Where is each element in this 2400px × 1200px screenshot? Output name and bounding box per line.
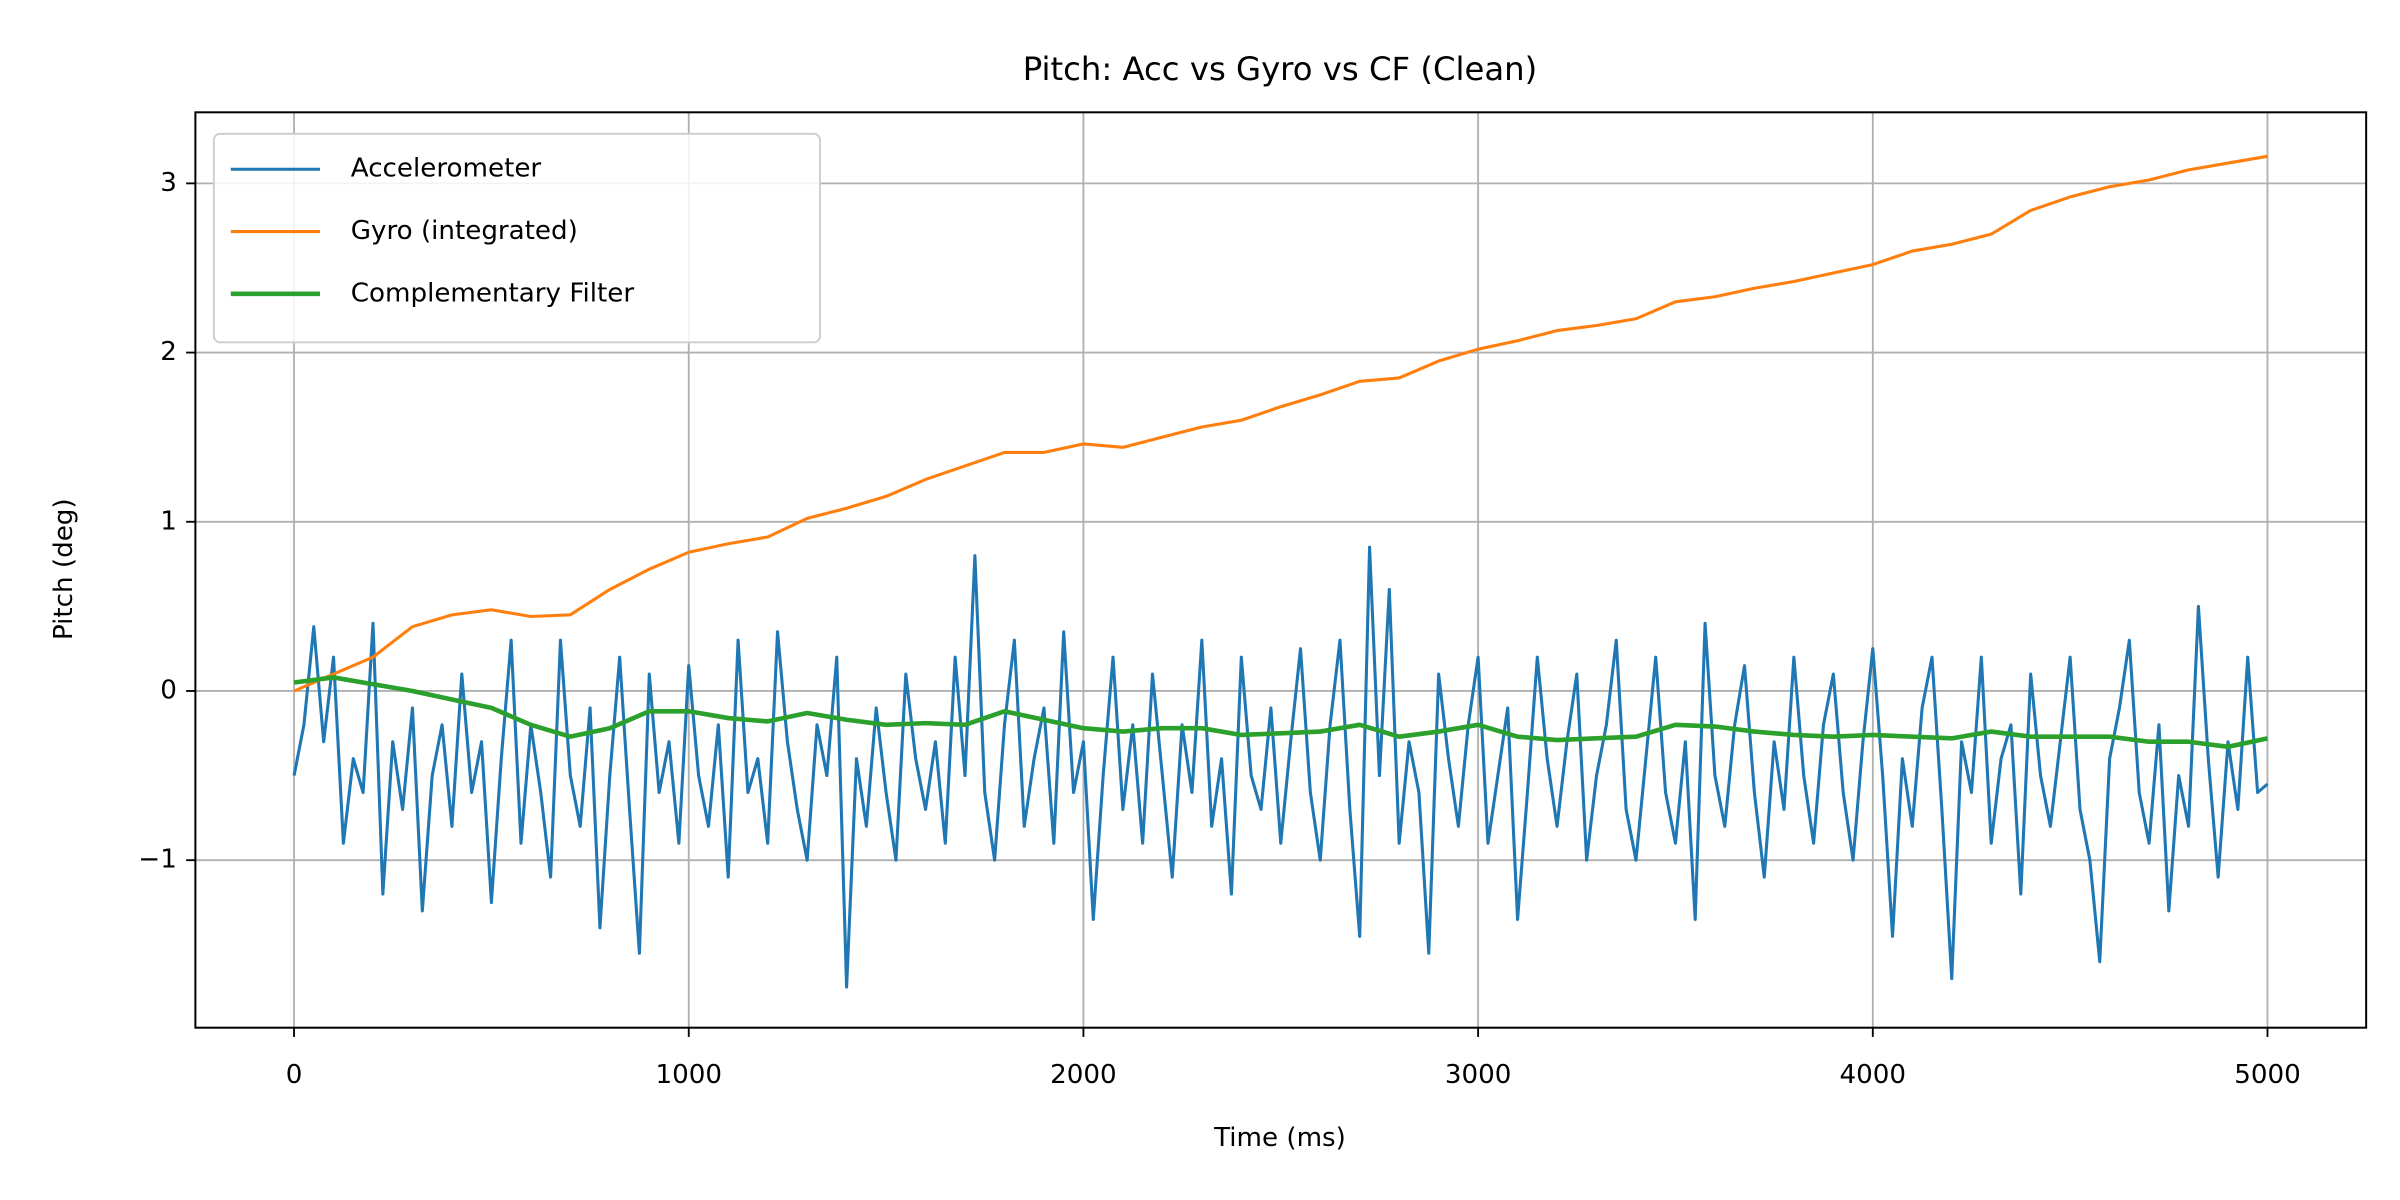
- legend-box: [212, 132, 821, 344]
- chart-title: Pitch: Acc vs Gyro vs CF (Clean): [1023, 50, 1537, 88]
- x-tick-label: 5000: [2234, 1060, 2301, 1090]
- y-tick-label: 2: [160, 337, 177, 367]
- y-tick-label: 1: [160, 506, 177, 536]
- x-tick-label: 3000: [1445, 1060, 1512, 1090]
- x-tick-label: 1000: [655, 1060, 722, 1090]
- x-tick-label: 0: [286, 1060, 303, 1090]
- legend-label: Accelerometer: [351, 154, 542, 184]
- y-tick-label: −1: [138, 845, 177, 875]
- legend: Accelerometer Gyro (integrated) Complement…: [212, 132, 821, 344]
- data-line: [292, 545, 2269, 989]
- y-axis-label: Pitch (deg): [49, 498, 79, 640]
- plot-frame: [194, 111, 2368, 1029]
- x-axis-label: Time (ms): [1213, 1123, 1346, 1153]
- legend-label: Complementary Filter: [351, 278, 635, 308]
- x-tick-label: 2000: [1050, 1060, 1117, 1090]
- data-line: [293, 154, 2268, 693]
- data-line: [293, 675, 2268, 750]
- legend-label: Gyro (integrated): [351, 216, 578, 246]
- y-tick-label: 3: [160, 168, 177, 198]
- x-tick-label: 4000: [1840, 1060, 1907, 1090]
- y-tick-label: 0: [160, 675, 177, 705]
